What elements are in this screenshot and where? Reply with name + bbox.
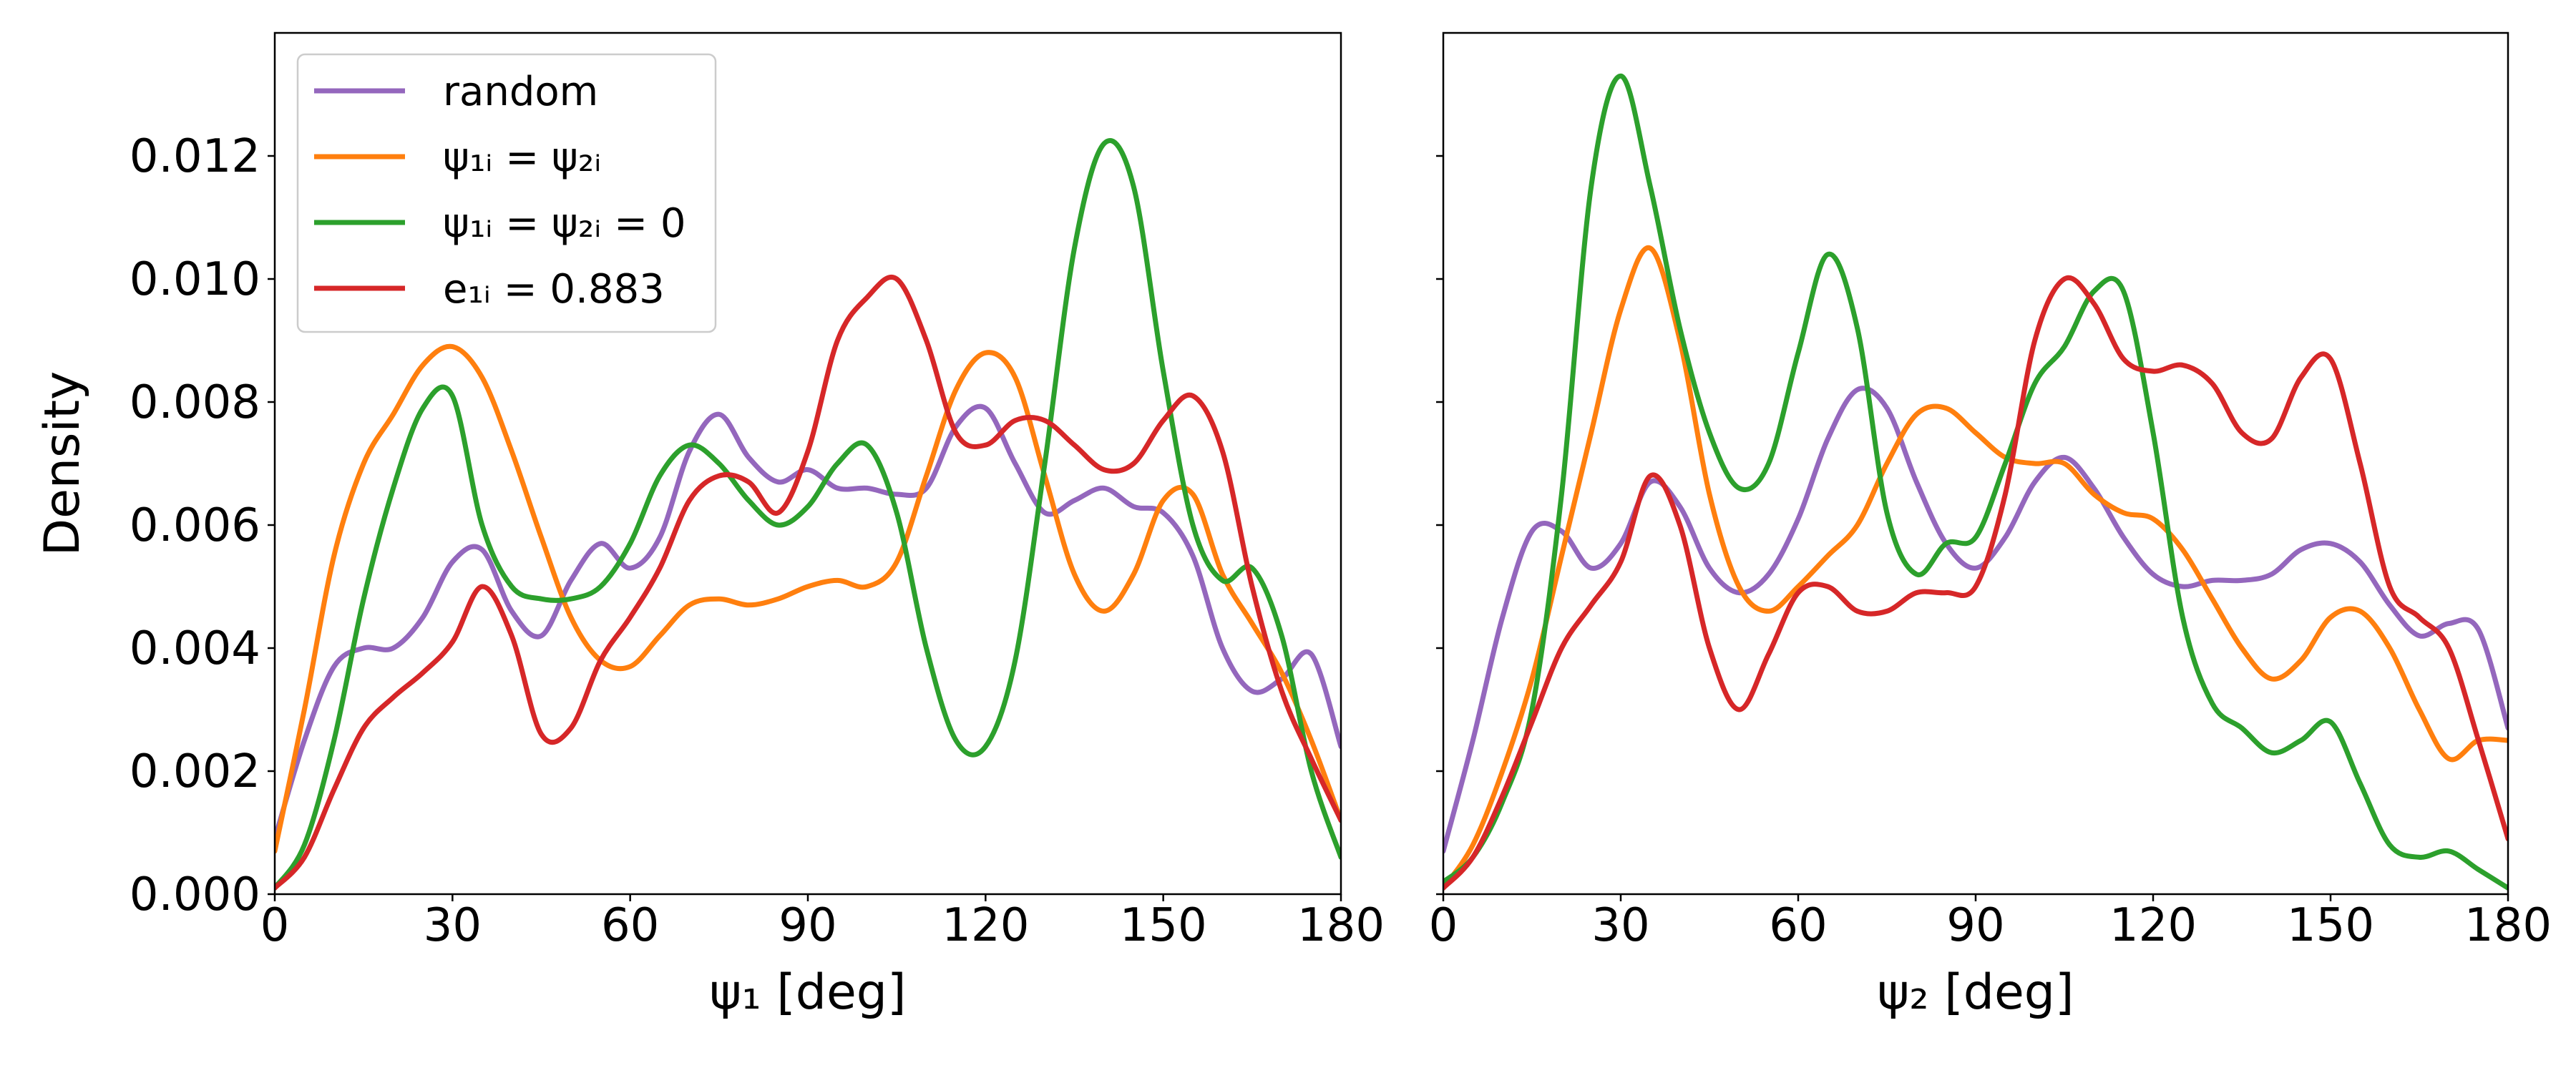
legend-label: ψ₁ᵢ = ψ₂ᵢ = 0 [443,200,686,247]
density-line [1443,73,2508,891]
x-tick-label: 180 [1297,899,1385,952]
x-tick-label: 0 [260,899,290,952]
axes-frame [1442,31,2509,896]
legend-box [296,53,717,333]
x-axis-label: ψ₂ [deg] [1878,964,2074,1021]
plot-area [275,138,1341,891]
y-tick-label: 0.004 [130,622,260,675]
plot-area [1443,73,2508,891]
x-tick-label: 150 [1120,899,1207,952]
axes: 0 30 60 90 120 150 180 0.000 0.002 0.004 0.006 0.00… [34,31,1385,1021]
axes: 0 30 60 90 120 150 180 ψ₂ [deg] [1429,31,2552,1021]
density-line [275,275,1341,891]
density-line [275,138,1341,891]
x-tick-label: 120 [942,899,1029,952]
legend: random ψ₁ᵢ = ψ₂ᵢ ψ₁ᵢ = ψ₂ᵢ = 0 e₁ᵢ = 0.883 [296,53,717,333]
x-tick-label: 90 [779,899,836,952]
y-tick-label: 0.010 [130,253,260,306]
x-tick-label: 0 [1429,899,1458,952]
density-line [1443,386,2508,854]
y-tick-label: 0.008 [130,376,260,429]
x-tick-label: 90 [1946,899,2004,952]
x-tick-label: 60 [601,899,659,952]
density-line [275,343,1341,854]
legend-label: e₁ᵢ = 0.883 [443,266,665,313]
y-tick-label: 0.002 [130,745,260,798]
density-line [1443,275,2508,891]
x-axis-label: ψ₁ [deg] [710,964,907,1021]
x-tick-label: 150 [2287,899,2374,952]
y-tick-label: 0.000 [130,868,260,921]
y-tick-label: 0.006 [130,499,260,552]
legend-label: random [443,69,598,115]
density-line [1443,245,2508,891]
x-tick-label: 120 [2109,899,2197,952]
y-axis-label: Density [34,371,91,557]
y-tick-label: 0.012 [130,130,260,183]
x-tick-label: 180 [2464,899,2552,952]
x-tick-label: 30 [424,899,482,952]
x-tick-label: 30 [1591,899,1649,952]
legend-label: ψ₁ᵢ = ψ₂ᵢ [443,134,601,181]
x-tick-label: 60 [1769,899,1827,952]
